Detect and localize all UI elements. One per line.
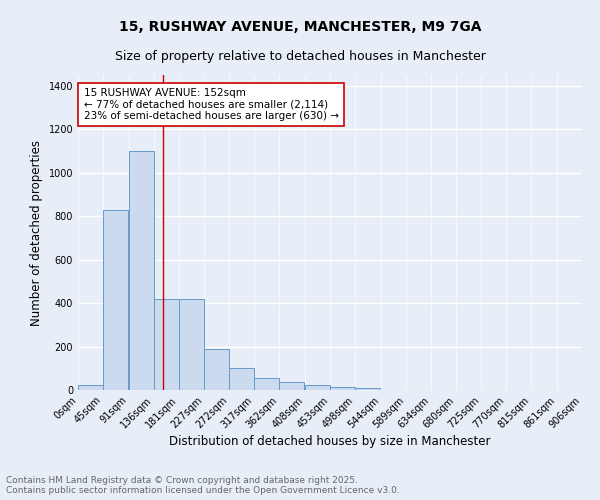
Bar — [154, 299, 179, 390]
Bar — [280, 382, 304, 390]
Bar — [204, 348, 229, 390]
Bar — [179, 299, 204, 390]
Bar — [103, 210, 128, 390]
Bar — [355, 388, 380, 390]
Bar — [78, 384, 103, 390]
Text: 15, RUSHWAY AVENUE, MANCHESTER, M9 7GA: 15, RUSHWAY AVENUE, MANCHESTER, M9 7GA — [119, 20, 481, 34]
Text: Size of property relative to detached houses in Manchester: Size of property relative to detached ho… — [115, 50, 485, 63]
Bar — [254, 378, 280, 390]
Text: 15 RUSHWAY AVENUE: 152sqm
← 77% of detached houses are smaller (2,114)
23% of se: 15 RUSHWAY AVENUE: 152sqm ← 77% of detac… — [83, 88, 338, 121]
Bar — [305, 384, 330, 390]
Bar — [128, 151, 154, 390]
Text: Contains HM Land Registry data © Crown copyright and database right 2025.
Contai: Contains HM Land Registry data © Crown c… — [6, 476, 400, 495]
Bar — [229, 368, 254, 390]
Y-axis label: Number of detached properties: Number of detached properties — [30, 140, 43, 326]
Bar — [330, 386, 355, 390]
X-axis label: Distribution of detached houses by size in Manchester: Distribution of detached houses by size … — [169, 436, 491, 448]
